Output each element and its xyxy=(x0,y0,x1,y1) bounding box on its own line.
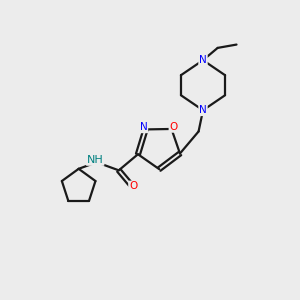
Text: N: N xyxy=(199,105,207,115)
Text: O: O xyxy=(169,122,178,132)
Text: O: O xyxy=(129,182,137,191)
Text: N: N xyxy=(140,122,147,132)
Text: NH: NH xyxy=(87,155,103,165)
Text: N: N xyxy=(199,55,207,65)
